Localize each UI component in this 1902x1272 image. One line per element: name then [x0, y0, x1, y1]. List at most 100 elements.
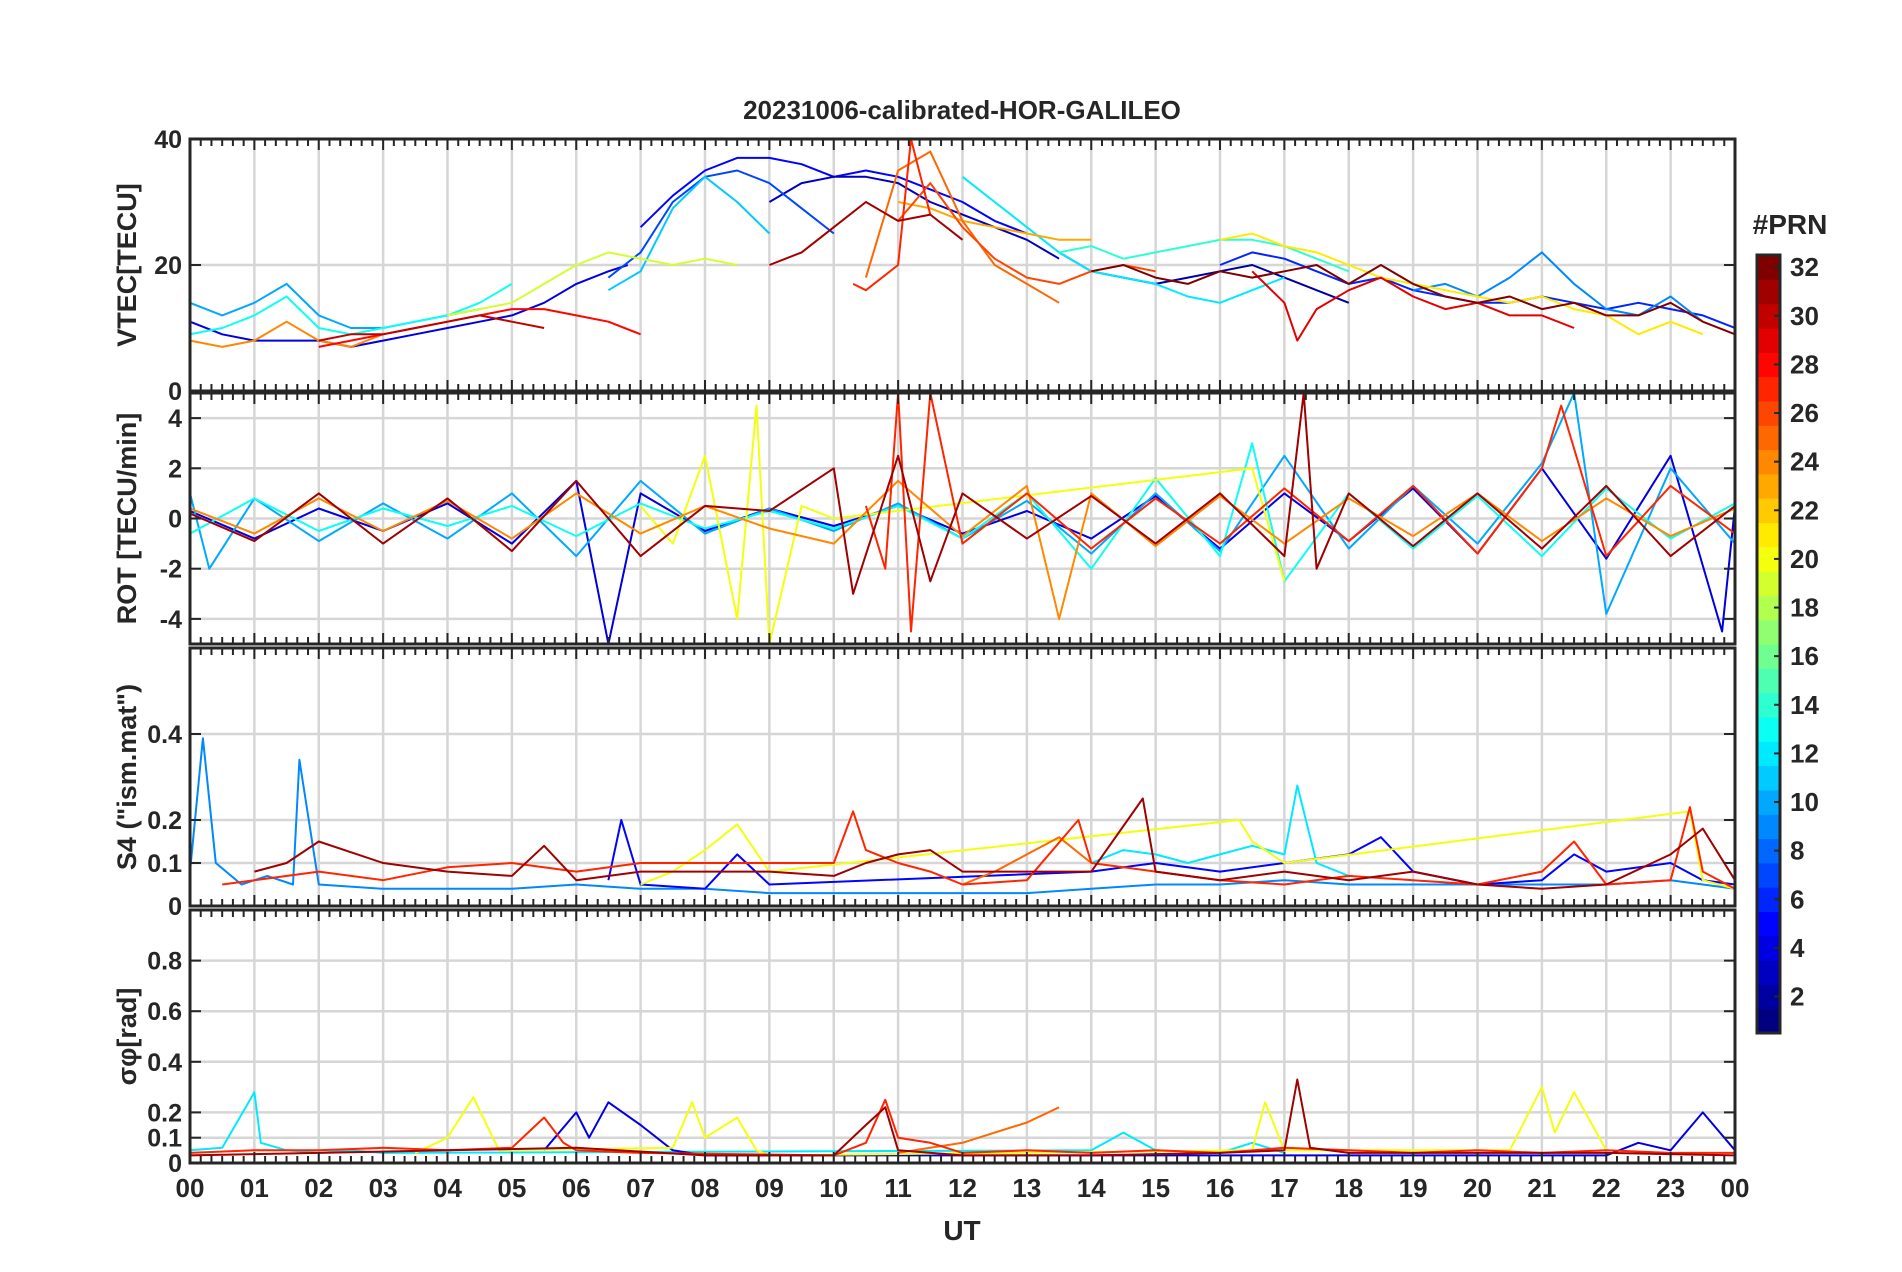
- series-line-vtec-prn30: [318, 314, 545, 342]
- colorbar-tick-label: 6: [1790, 884, 1804, 914]
- series-line-rot-prn20: [639, 404, 1286, 644]
- x-tick-label: 13: [1012, 1173, 1041, 1203]
- colorbar-segment: [1757, 692, 1780, 718]
- y-tick-label: 4: [168, 405, 182, 433]
- colorbar-tick-label: 16: [1790, 641, 1819, 671]
- y-axis-label-vtec: VTEC[TECU]: [112, 183, 142, 347]
- colorbar-segment: [1757, 789, 1780, 815]
- y-tick-label: 2: [168, 455, 182, 483]
- series-line-vtec-prn23: [897, 201, 1092, 241]
- series-line-rot-prn27: [864, 393, 1735, 633]
- colorbar-segment: [1757, 522, 1780, 548]
- colorbar-segment: [1757, 862, 1780, 888]
- x-tick-label: 08: [691, 1173, 720, 1203]
- x-tick-label: 17: [1270, 1173, 1299, 1203]
- axes-frame-s4: [188, 646, 1737, 908]
- x-tick-label: 03: [369, 1173, 398, 1203]
- colorbar-segment: [1757, 741, 1780, 767]
- x-tick-label: 10: [819, 1173, 848, 1203]
- colorbar-tick-label: 26: [1790, 398, 1819, 428]
- y-tick-label: 40: [154, 126, 182, 154]
- series-line-vtec-prn11: [607, 175, 771, 292]
- x-tick-label: 05: [497, 1173, 526, 1203]
- colorbar-tick-label: 10: [1790, 787, 1819, 817]
- colorbar-tick-label: 2: [1790, 982, 1804, 1012]
- y-axis-label-rot: ROT [TECU/min]: [112, 413, 142, 624]
- colorbar-tick-label: 8: [1790, 836, 1804, 866]
- y-tick-label: 0.4: [147, 721, 182, 749]
- colorbar-tick-label: 28: [1790, 349, 1819, 379]
- y-tick-label: 20: [154, 252, 182, 280]
- colorbar-segment: [1757, 911, 1780, 937]
- chart-title: 20231006-calibrated-HOR-GALILEO: [743, 95, 1181, 125]
- series-line-s4-prn31: [254, 797, 1735, 890]
- colorbar-segment: [1757, 765, 1780, 791]
- colorbar-segment: [1757, 814, 1780, 840]
- colorbar-tick-label: 32: [1790, 252, 1819, 282]
- y-tick-label: -2: [160, 556, 182, 584]
- colorbar-segment: [1757, 279, 1780, 305]
- colorbar-segment: [1757, 668, 1780, 694]
- colorbar-label: #PRN: [1753, 209, 1828, 240]
- series-line-vtec-prn14: [1058, 238, 1350, 273]
- x-tick-label: 06: [562, 1173, 591, 1203]
- colorbar-tick-label: 18: [1790, 593, 1819, 623]
- colorbar-segment: [1757, 425, 1780, 451]
- series-line-vtec-prn3: [768, 175, 1060, 260]
- y-tick-label: 0: [168, 893, 182, 921]
- axes-frame-vtec: [188, 137, 1737, 393]
- y-tick-label: 0.1: [147, 1125, 182, 1153]
- x-tick-label: 02: [304, 1173, 333, 1203]
- y-tick-label: 0.4: [147, 1049, 182, 1077]
- panel-vtec: 0 20 40 VTEC[TECU]: [112, 126, 1737, 406]
- x-tick-label: 23: [1656, 1173, 1685, 1203]
- x-tick-label: 20: [1463, 1173, 1492, 1203]
- x-tick-label: 00: [176, 1173, 205, 1203]
- series-line-vtec-prn4: [190, 264, 629, 348]
- colorbar-segment: [1757, 716, 1780, 742]
- colorbar-segment: [1757, 400, 1780, 426]
- series-line-sigma_phi-prn20: [414, 1086, 1608, 1157]
- series-line-vtec-prn9: [1412, 251, 1704, 323]
- series-line-vtec-prn25: [864, 150, 1060, 304]
- colorbar-segment: [1757, 255, 1780, 280]
- panel-sigma_phi: 00.10.2 0.4 0.6 0.8σφ[rad]: [112, 908, 1737, 1178]
- colorbar-tick-label: 12: [1790, 738, 1819, 768]
- axes-frame-sigma_phi: [188, 908, 1737, 1165]
- colorbar-segment: [1757, 473, 1780, 499]
- panel-s4: 0 0.1 0.2 0.4S4 ("ism.mat"): [112, 646, 1737, 921]
- x-tick-label: 04: [433, 1173, 462, 1203]
- colorbar-segment: [1757, 984, 1780, 1010]
- colorbar-tick-label: 24: [1790, 447, 1819, 477]
- series-group-vtec: [190, 139, 1735, 348]
- colorbar-segment: [1757, 498, 1780, 524]
- y-tick-label: 0.2: [147, 807, 182, 835]
- x-tick-label: 22: [1592, 1173, 1621, 1203]
- series-line-vtec-prn12: [961, 176, 1285, 304]
- x-tick-label: 07: [626, 1173, 655, 1203]
- y-tick-label: 0.2: [147, 1099, 182, 1127]
- x-tick-label: 01: [240, 1173, 269, 1203]
- colorbar-segment: [1757, 376, 1780, 402]
- x-tick-label: 18: [1334, 1173, 1363, 1203]
- colorbar-segment: [1757, 352, 1780, 378]
- series-line-vtec-prn7: [607, 169, 835, 279]
- x-tick-label: 21: [1527, 1173, 1556, 1203]
- series-line-vtec-prn27: [852, 139, 932, 292]
- series-line-sigma_phi-prn25: [897, 1106, 1060, 1154]
- y-tick-label: 0: [168, 1150, 182, 1178]
- series-line-s4-prn27: [222, 806, 1735, 890]
- panel-rot: -4 -2 0 2 4 ROT [TECU/min]: [112, 391, 1737, 646]
- x-tick-label: 14: [1077, 1173, 1106, 1203]
- series-line-vtec-prn31: [769, 201, 964, 266]
- series-line-vtec-prn21: [1219, 232, 1704, 336]
- y-tick-label: -4: [160, 606, 182, 634]
- colorbar-tick-label: 22: [1790, 495, 1819, 525]
- series-line-vtec-prn32: [1091, 264, 1735, 336]
- colorbar-segment: [1757, 1008, 1780, 1034]
- x-tick-label: 00: [1721, 1173, 1750, 1203]
- x-tick-label: 19: [1399, 1173, 1428, 1203]
